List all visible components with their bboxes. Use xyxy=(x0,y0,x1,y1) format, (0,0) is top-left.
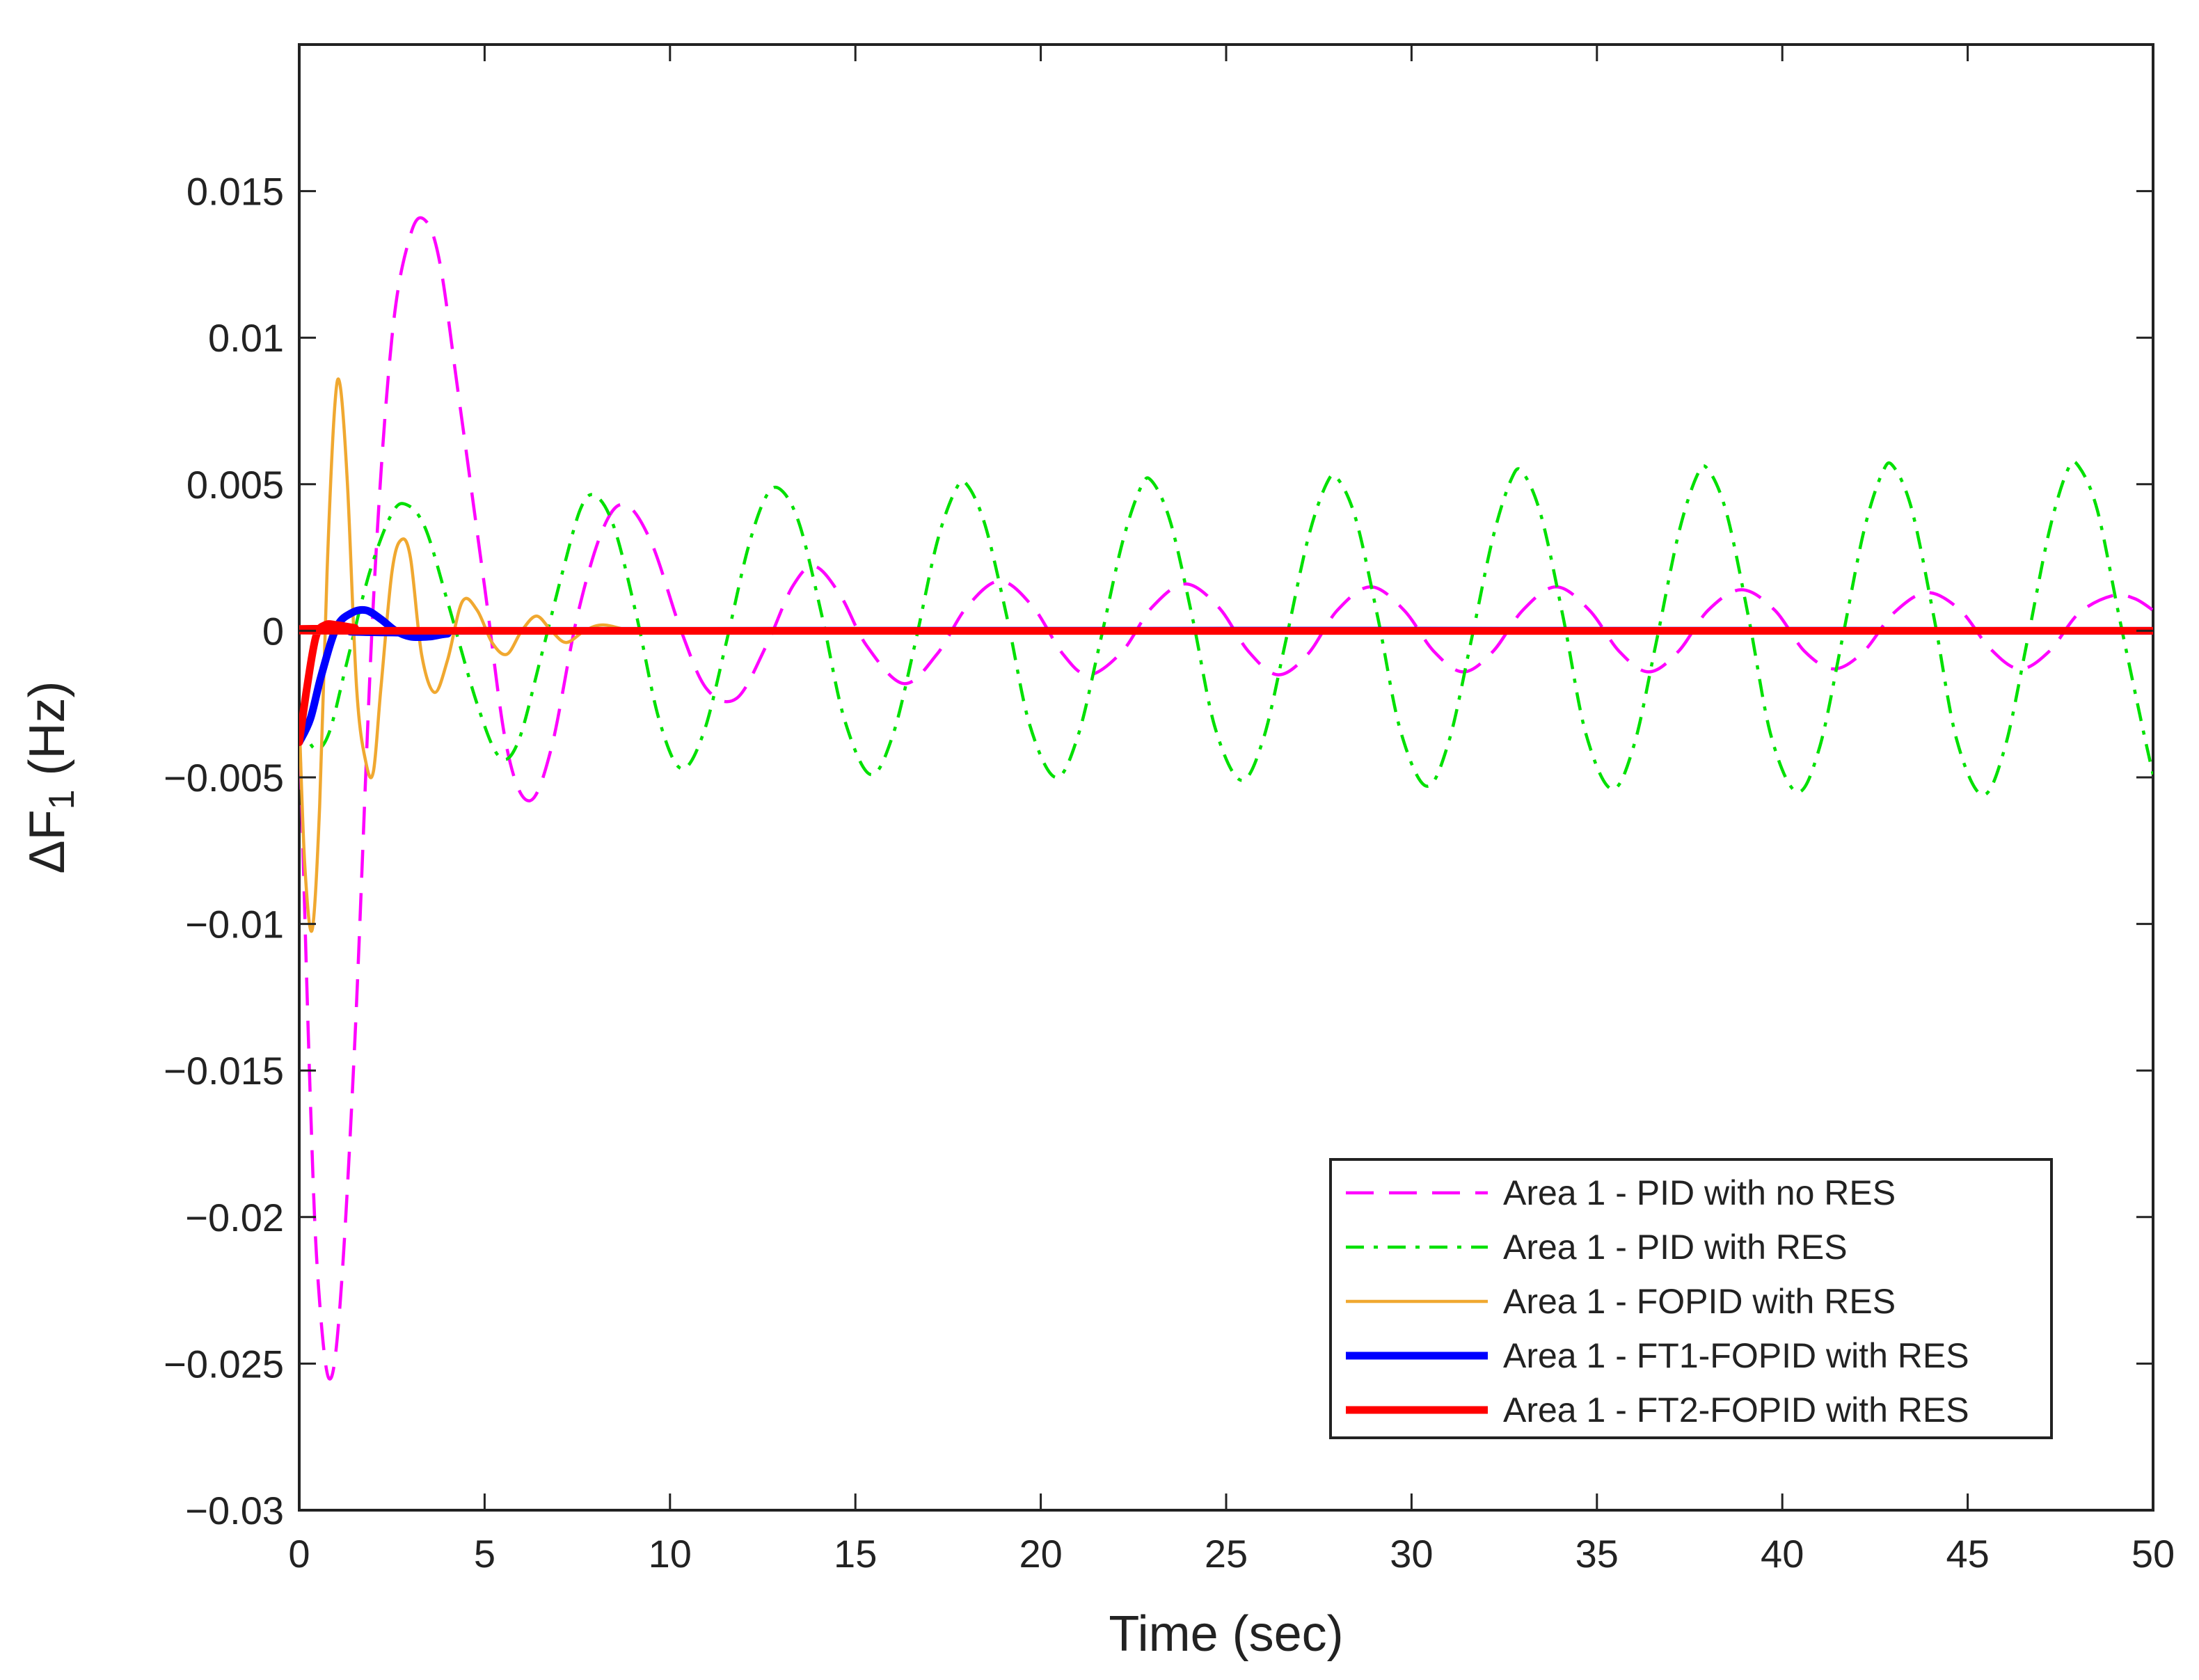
x-tick-label: 35 xyxy=(1575,1532,1619,1576)
series-layer xyxy=(299,216,2153,1381)
x-tick-label: 50 xyxy=(2131,1532,2175,1576)
y-tick-label: −0.005 xyxy=(164,756,284,800)
series-line-1 xyxy=(299,216,2153,1381)
y-tick-label: −0.03 xyxy=(185,1489,284,1532)
legend-items: Area 1 - PID with no RES Area 1 - PID wit… xyxy=(1346,1173,1969,1429)
x-axis-ticks: 0 5 10 15 20 25 30 35 40 45 50 xyxy=(288,45,2175,1576)
legend-entry: Area 1 - FOPID with RES xyxy=(1346,1282,1896,1321)
legend-label: Area 1 - PID with RES xyxy=(1503,1228,1848,1267)
y-tick-label: 0.01 xyxy=(208,316,284,360)
legend-entry: Area 1 - PID with RES xyxy=(1346,1228,1848,1267)
y-axis-title-subscript: 1 xyxy=(42,789,82,809)
y-tick-label: 0.005 xyxy=(186,463,284,507)
series-line-2 xyxy=(299,459,2153,797)
x-tick-label: 10 xyxy=(649,1532,692,1576)
x-tick-label: 15 xyxy=(834,1532,877,1576)
y-tick-label: 0 xyxy=(262,609,284,653)
y-tick-label: −0.025 xyxy=(164,1342,284,1386)
x-tick-label: 0 xyxy=(288,1532,310,1576)
legend: Area 1 - PID with no RES Area 1 - PID wit… xyxy=(1329,1158,2053,1439)
legend-entry: Area 1 - FT1-FOPID with RES xyxy=(1346,1336,1969,1375)
y-tick-label: −0.02 xyxy=(185,1196,284,1239)
y-axis-ticks: −0.03 −0.025 −0.02 −0.015 −0.01 −0.005 0 0.005 0… xyxy=(164,170,2153,1532)
x-tick-label: 20 xyxy=(1019,1532,1062,1576)
x-tick-label: 5 xyxy=(474,1532,495,1576)
x-tick-label: 25 xyxy=(1205,1532,1248,1576)
legend-box xyxy=(1329,1158,2053,1439)
x-tick-label: 30 xyxy=(1390,1532,1433,1576)
legend-label: Area 1 - FOPID with RES xyxy=(1503,1282,1896,1321)
y-axis-title: ΔF1 (Hz) xyxy=(19,681,82,874)
x-tick-label: 40 xyxy=(1761,1532,1804,1576)
x-tick-label: 45 xyxy=(1946,1532,1989,1576)
y-tick-label: −0.01 xyxy=(185,903,284,946)
legend-label: Area 1 - FT2-FOPID with RES xyxy=(1503,1390,1969,1429)
x-axis-title: Time (sec) xyxy=(1109,1606,1343,1662)
y-axis-title-suffix: (Hz) xyxy=(19,681,75,790)
legend-label: Area 1 - FT1-FOPID with RES xyxy=(1503,1336,1969,1375)
series-line-5 xyxy=(299,620,2153,746)
legend-label: Area 1 - PID with no RES xyxy=(1503,1173,1896,1212)
y-tick-label: −0.015 xyxy=(164,1049,284,1093)
legend-entry: Area 1 - PID with no RES xyxy=(1346,1173,1896,1212)
legend-entry: Area 1 - FT2-FOPID with RES xyxy=(1346,1390,1969,1429)
y-tick-label: 0.015 xyxy=(186,170,284,214)
y-axis-title-prefix: ΔF xyxy=(19,809,75,873)
